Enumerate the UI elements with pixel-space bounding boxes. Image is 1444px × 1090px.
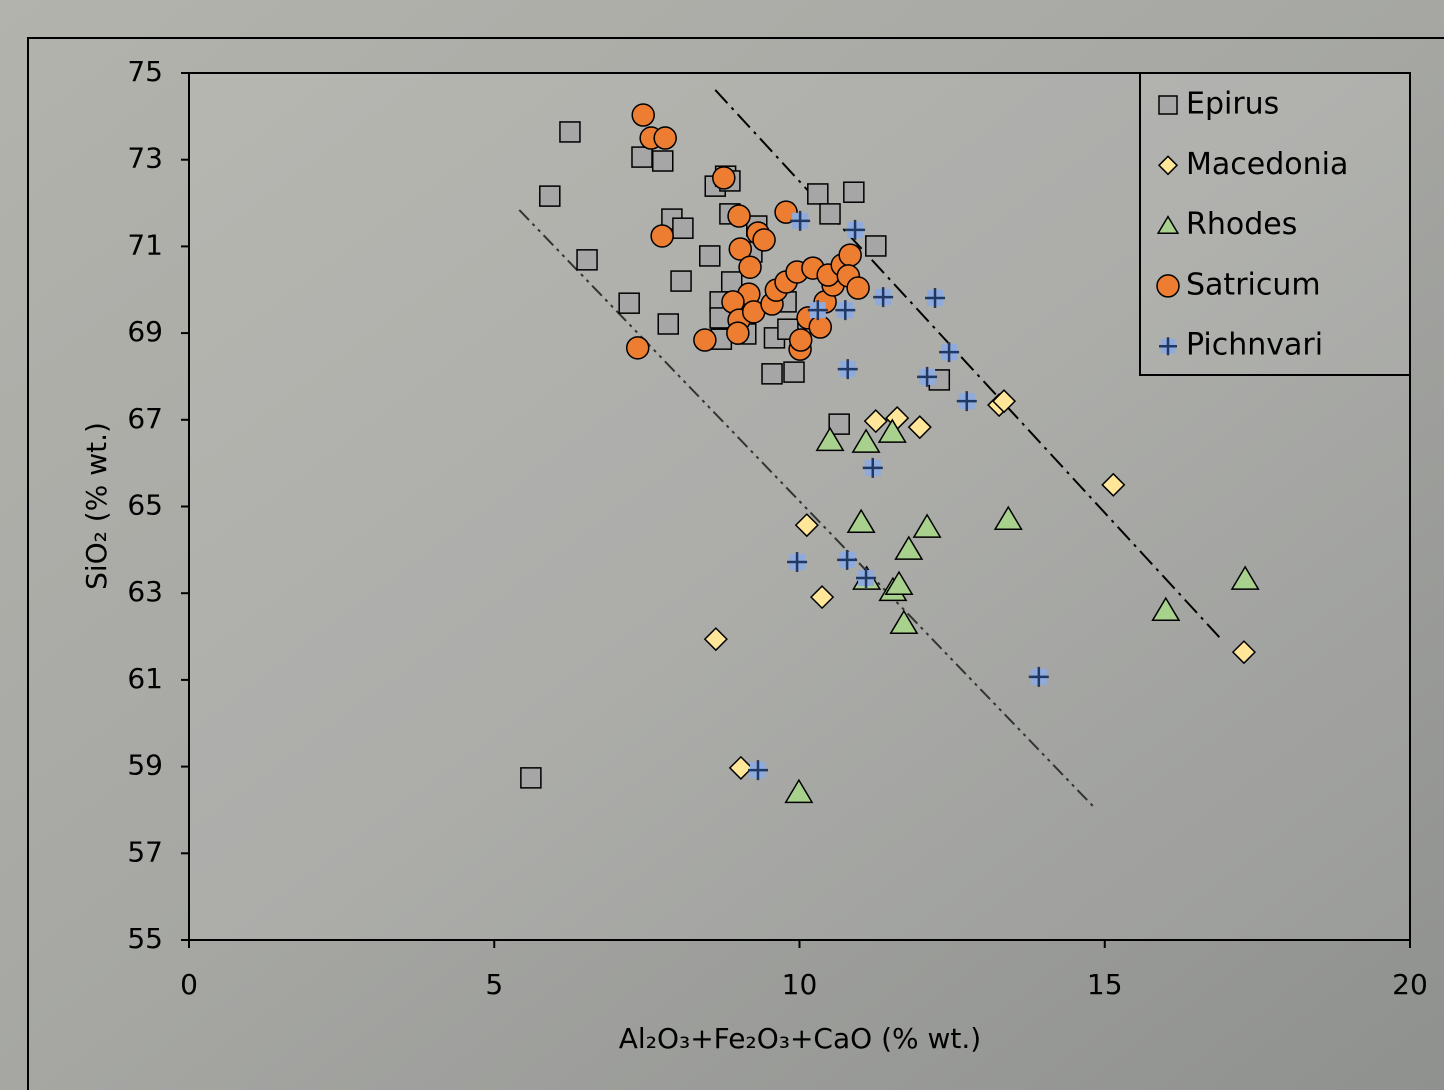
y-tick-label: 57 bbox=[127, 835, 163, 868]
y-axis-label: SiO₂ (% wt.) bbox=[80, 422, 113, 590]
x-tick-label: 0 bbox=[180, 968, 198, 1001]
marker-plus bbox=[835, 300, 855, 320]
marker-plus bbox=[808, 300, 828, 320]
y-tick-label: 67 bbox=[127, 402, 163, 435]
marker-circle bbox=[839, 244, 861, 266]
y-tick-label: 59 bbox=[127, 749, 163, 782]
legend-label: Epirus bbox=[1186, 87, 1279, 122]
marker-plus bbox=[917, 367, 937, 387]
marker-square bbox=[540, 186, 560, 206]
marker-plus bbox=[787, 552, 807, 572]
marker-plus bbox=[925, 288, 945, 308]
page: Al₂O₃+Fe₂O₃+CaO (% wt.) SiO₂ (% wt.) 555… bbox=[0, 0, 1444, 1090]
x-tick-label: 15 bbox=[1087, 968, 1123, 1001]
marker-circle bbox=[627, 337, 649, 359]
marker-circle bbox=[847, 277, 869, 299]
legend-label: Satricum bbox=[1186, 267, 1321, 302]
marker-circle bbox=[1157, 275, 1179, 297]
y-tick-label: 69 bbox=[127, 315, 163, 348]
marker-plus bbox=[863, 458, 883, 478]
marker-plus bbox=[748, 760, 768, 780]
marker-square bbox=[1159, 96, 1177, 114]
marker-circle bbox=[651, 225, 673, 247]
x-axis-label: Al₂O₃+Fe₂O₃+CaO (% wt.) bbox=[619, 1022, 981, 1055]
marker-square bbox=[653, 151, 673, 171]
x-tick-label: 5 bbox=[485, 968, 503, 1001]
marker-circle bbox=[753, 229, 775, 251]
marker-plus bbox=[1159, 337, 1177, 355]
marker-square bbox=[673, 218, 693, 238]
marker-square bbox=[866, 236, 886, 256]
marker-plus bbox=[837, 550, 857, 570]
marker-plus bbox=[838, 359, 858, 379]
marker-plus bbox=[1029, 667, 1049, 687]
legend-label: Macedonia bbox=[1186, 147, 1348, 182]
marker-circle bbox=[728, 205, 750, 227]
x-tick-label: 10 bbox=[782, 968, 818, 1001]
marker-square bbox=[671, 271, 691, 291]
legend-label: Pichnvari bbox=[1186, 328, 1323, 363]
y-tick-label: 65 bbox=[127, 489, 163, 522]
marker-plus bbox=[856, 568, 876, 588]
marker-circle bbox=[713, 167, 735, 189]
y-tick-label: 75 bbox=[127, 55, 163, 88]
legend-label: Rhodes bbox=[1186, 207, 1297, 242]
marker-square bbox=[762, 364, 782, 384]
x-tick-label: 20 bbox=[1392, 968, 1428, 1001]
marker-square bbox=[521, 768, 541, 788]
marker-square bbox=[784, 362, 804, 382]
marker-square bbox=[560, 122, 580, 142]
marker-square bbox=[632, 147, 652, 167]
marker-plus bbox=[957, 391, 977, 411]
y-tick-label: 61 bbox=[127, 662, 163, 695]
marker-circle bbox=[739, 256, 761, 278]
marker-square bbox=[700, 246, 720, 266]
marker-plus bbox=[873, 287, 893, 307]
marker-square bbox=[577, 250, 597, 270]
marker-square bbox=[820, 204, 840, 224]
marker-plus bbox=[939, 342, 959, 362]
marker-circle bbox=[632, 104, 654, 126]
marker-circle bbox=[694, 329, 716, 351]
marker-circle bbox=[809, 316, 831, 338]
chart: Al₂O₃+Fe₂O₃+CaO (% wt.) SiO₂ (% wt.) 555… bbox=[0, 0, 1444, 1090]
marker-plus bbox=[790, 211, 810, 231]
y-tick-label: 55 bbox=[127, 922, 163, 955]
marker-square bbox=[658, 314, 678, 334]
marker-circle bbox=[654, 127, 676, 149]
marker-circle bbox=[727, 322, 749, 344]
y-tick-label: 73 bbox=[127, 142, 163, 175]
marker-circle bbox=[790, 329, 812, 351]
marker-square bbox=[844, 182, 864, 202]
marker-square bbox=[619, 293, 639, 313]
marker-square bbox=[808, 184, 828, 204]
marker-plus bbox=[845, 220, 865, 240]
y-tick-label: 63 bbox=[127, 575, 163, 608]
y-tick-label: 71 bbox=[127, 228, 163, 261]
